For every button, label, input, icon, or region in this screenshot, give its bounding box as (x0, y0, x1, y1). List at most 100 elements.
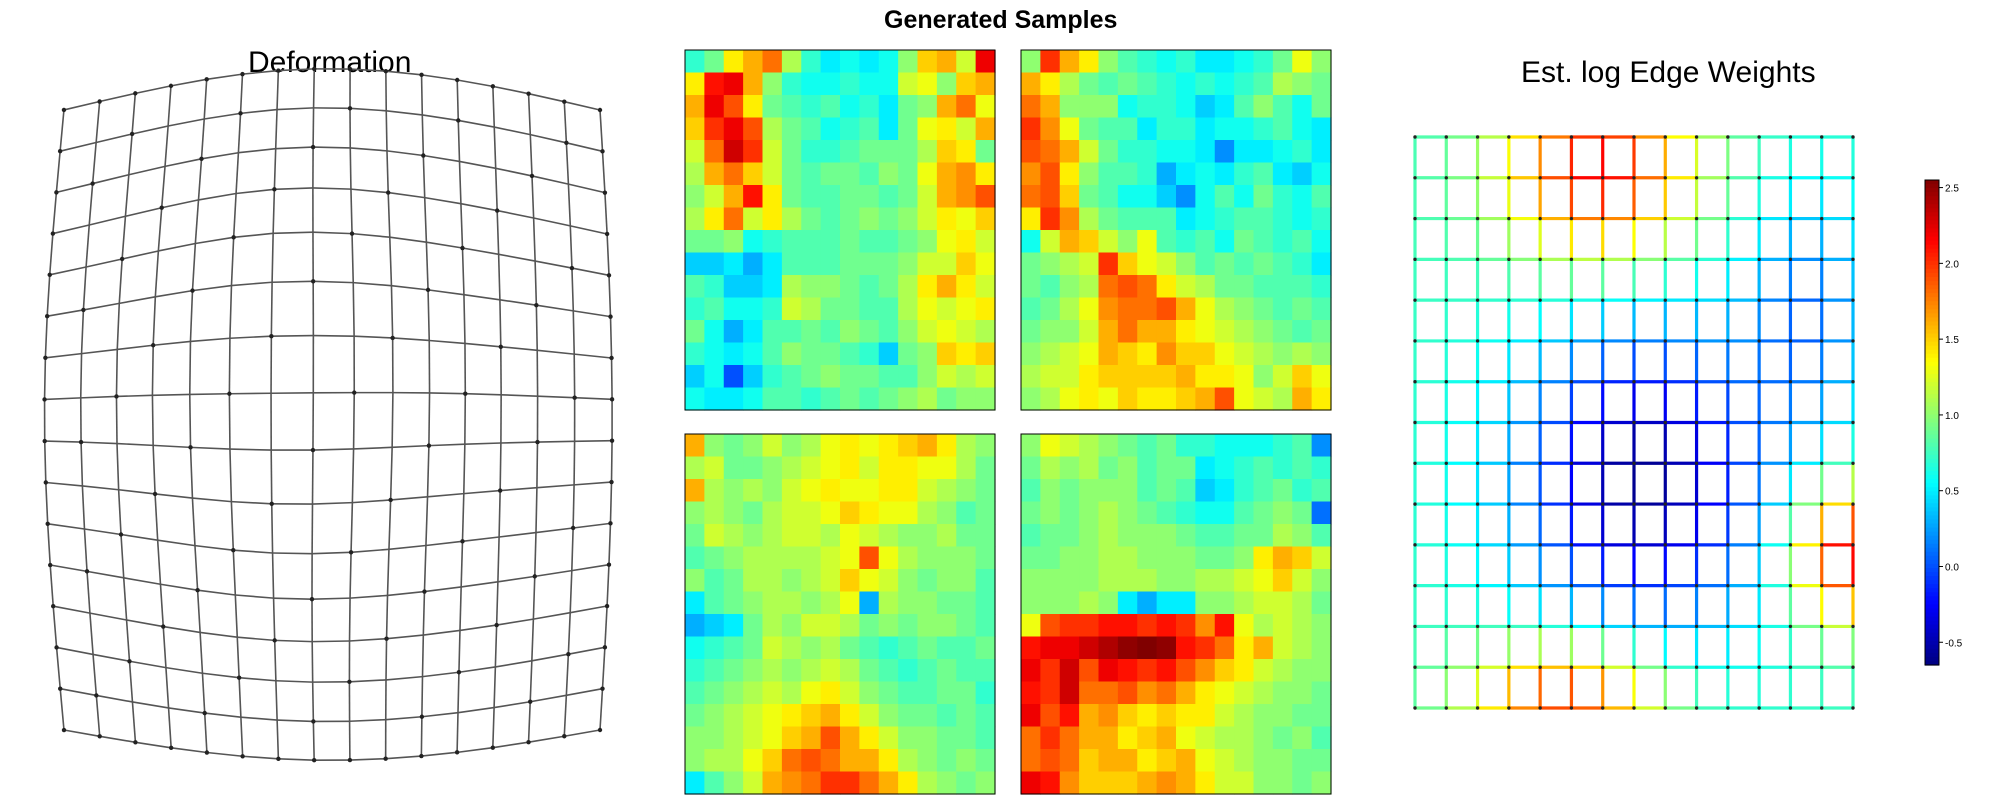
heatmap-cell (1292, 704, 1313, 728)
heatmap-cell (1272, 546, 1293, 570)
mesh-edge (312, 640, 350, 643)
colorbar-segment (1925, 378, 1939, 383)
heatmap-cell (840, 275, 860, 299)
heatmap-cell (1156, 185, 1177, 209)
mesh-edge (458, 666, 496, 674)
mesh-edge (349, 757, 386, 761)
mesh-edge (115, 396, 118, 444)
heatmap-cell (1195, 614, 1216, 638)
mesh-edge (496, 618, 534, 626)
heatmap-cell (878, 72, 899, 96)
colorbar-segment (1925, 357, 1939, 363)
heatmap-cell (704, 275, 725, 299)
mesh-edge (533, 532, 537, 577)
colorbar-segment (1925, 495, 1939, 500)
heatmap-cell (1079, 591, 1100, 615)
colorbar-segment (1925, 471, 1939, 476)
colorbar-segment (1925, 309, 1939, 314)
colorbar-tick-label: -0.5 (1945, 638, 1963, 649)
edge-weights-title: Est. log Edge Weights (1521, 56, 1816, 89)
heatmap-cell (898, 275, 919, 299)
heatmap-cell (723, 50, 744, 74)
heatmap-cell (1311, 275, 1332, 299)
mesh-edge (229, 449, 233, 502)
heatmap-cell (762, 479, 783, 503)
heatmap-cell (1137, 591, 1158, 615)
heatmap-cell (1137, 230, 1158, 254)
mesh-edge (164, 125, 169, 167)
heatmap-cell (723, 434, 744, 458)
heatmap-cell (936, 704, 957, 728)
graph-node (1820, 339, 1824, 343)
colorbar-segment (1925, 547, 1939, 553)
heatmap-cell (956, 479, 977, 503)
heatmap-cell (685, 342, 705, 366)
mesh-edge (206, 751, 243, 758)
heatmap-cell (859, 614, 880, 638)
heatmap-cell (1311, 726, 1332, 750)
heatmap-cell (1021, 434, 1041, 458)
graph-node (1569, 216, 1574, 221)
heatmap-cell (936, 95, 957, 119)
heatmap-cell (762, 162, 783, 186)
heatmap-cell (936, 524, 957, 548)
heatmap-cell (1098, 275, 1119, 299)
heatmap-cell (1234, 681, 1255, 705)
heatmap-cell (781, 501, 802, 525)
heatmap-cell (878, 387, 899, 411)
heatmap-cell (956, 230, 977, 254)
mesh-edge (529, 660, 533, 702)
heatmap-cell (781, 365, 802, 389)
graph-node (1694, 135, 1699, 139)
graph-node (1601, 706, 1605, 710)
heatmap-cell (762, 434, 783, 458)
heatmap-cell (723, 681, 744, 705)
graph-node (1601, 543, 1605, 547)
heatmap-cell (1176, 501, 1196, 525)
mesh-edge (204, 712, 241, 719)
heatmap-cell (1117, 117, 1138, 141)
colorbar-segment (1925, 337, 1939, 343)
mesh-node (133, 740, 138, 745)
graph-node (1444, 706, 1448, 710)
heatmap-cell (1253, 252, 1274, 276)
mesh-edge (230, 501, 235, 551)
mesh-edge (274, 639, 313, 643)
heatmap-cell (1253, 72, 1274, 96)
heatmap-cell (1214, 365, 1235, 389)
mesh-node (529, 173, 535, 179)
graph-node (1694, 543, 1699, 547)
graph-node (1632, 298, 1636, 302)
mesh-edge (167, 118, 205, 127)
graph-node (1569, 624, 1574, 629)
mesh-edge (492, 707, 495, 748)
heatmap-cell (1040, 434, 1061, 458)
heatmap-cell (840, 501, 860, 525)
colorbar-segment (1925, 491, 1939, 496)
colorbar-segment (1925, 458, 1939, 464)
heatmap-cell (723, 591, 744, 615)
heatmap-cell (723, 704, 744, 728)
heatmap-cell (1040, 297, 1061, 321)
mesh-node (460, 539, 465, 544)
heatmap-cell (878, 140, 899, 164)
mesh-node (51, 604, 56, 609)
mesh-edge (570, 605, 608, 614)
heatmap-cell (956, 365, 977, 389)
mesh-edge (352, 499, 391, 504)
heatmap-cell (956, 117, 977, 141)
graph-node (1694, 706, 1699, 710)
heatmap-cell (917, 771, 938, 795)
mesh-edge (274, 109, 278, 149)
heatmap-cell (1079, 185, 1100, 209)
graph-node (1851, 257, 1855, 262)
heatmap-cell (743, 95, 764, 119)
heatmap-cell (1040, 72, 1061, 96)
heatmap-cell (723, 659, 744, 683)
heatmap-cell (801, 252, 822, 276)
heatmap-cell (1021, 704, 1041, 728)
heatmap-cell (820, 140, 841, 164)
mesh-edge (390, 285, 394, 338)
mesh-node (54, 190, 59, 195)
graph-node (1820, 257, 1824, 262)
